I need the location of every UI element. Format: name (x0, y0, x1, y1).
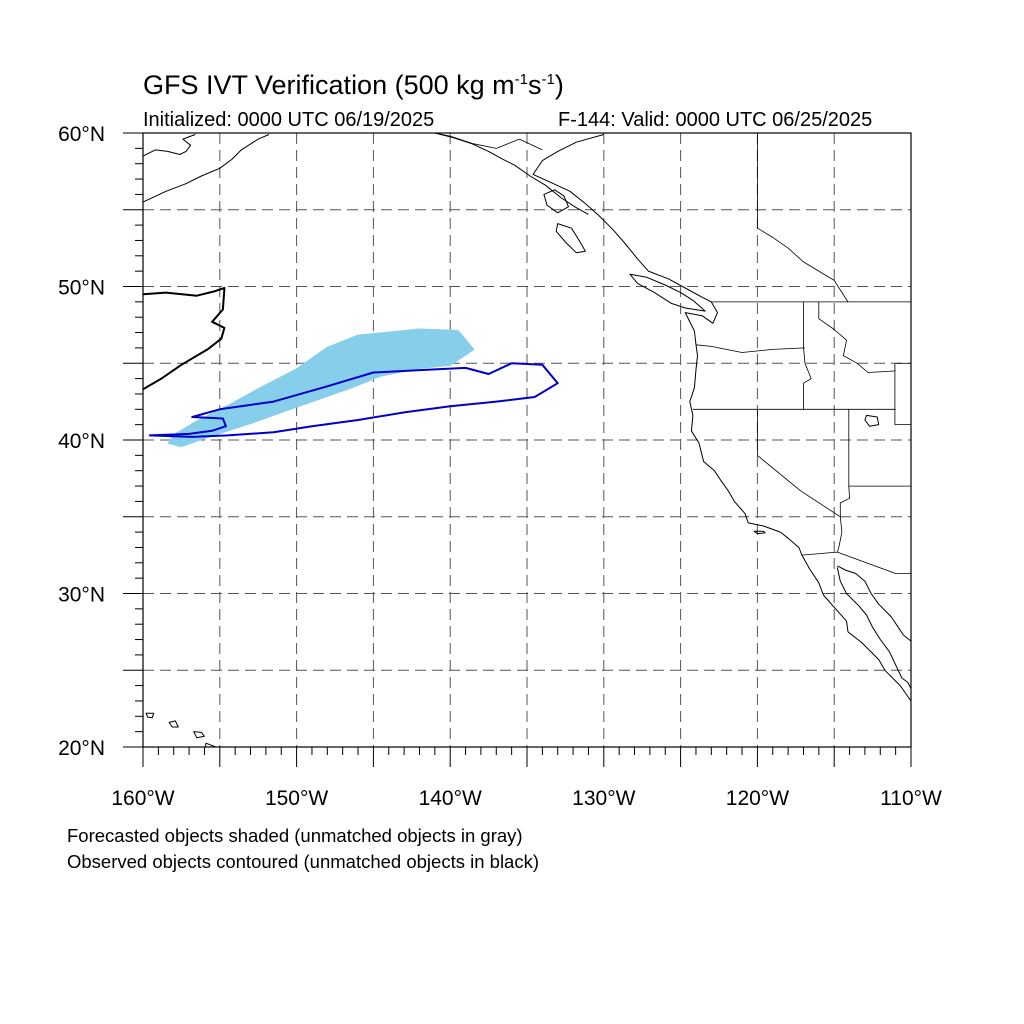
north-america-coastline (532, 134, 911, 702)
forecast-legend-note: Forecasted objects shaded (unmatched obj… (67, 825, 523, 846)
axis-ticks (123, 132, 912, 767)
lat-label: 20°N (58, 737, 105, 760)
prince-of-wales-island (543, 189, 569, 214)
hawaii-big-island (204, 742, 218, 747)
vancouver-island (629, 273, 706, 312)
us-mexico-border (801, 551, 911, 574)
observed-legend-note: Observed objects contoured (unmatched ob… (67, 851, 540, 872)
washington-oregon-border (695, 344, 806, 353)
california-nevada-border (757, 409, 841, 518)
coastlines (143, 133, 911, 747)
hawaii-maui (193, 731, 205, 739)
canada-yukon-border (434, 133, 543, 151)
valid-time: F-144: Valid: 0000 UTC 06/25/2025 (558, 109, 873, 131)
bc-alberta-border (757, 133, 849, 303)
great-salt-lake (864, 414, 880, 427)
lon-label: 120°W (726, 787, 789, 810)
lon-label: 160°W (111, 787, 174, 810)
lat-label: 60°N (58, 123, 105, 146)
california-arizona-border (836, 516, 843, 553)
unmatched-observed-contour (143, 287, 226, 391)
lon-label: 110°W (880, 787, 942, 810)
hawaii-oahu (168, 720, 179, 728)
gridlines (143, 133, 911, 747)
idaho-montana-border (818, 301, 896, 373)
baja-interior-coast (836, 567, 911, 690)
hawaii-kauai (145, 712, 155, 719)
alaska-coast (143, 134, 270, 203)
initialized-time: Initialized: 0000 UTC 06/19/2025 (143, 109, 435, 131)
lon-label: 150°W (265, 787, 328, 810)
axis-labels: 20°N 30°N 40°N 50°N 60°N 160°W 150°W 140°W 130°W… (58, 123, 942, 810)
lon-label: 130°W (572, 787, 635, 810)
nevada-utah-border (839, 409, 850, 517)
lat-label: 50°N (58, 277, 105, 300)
channel-islands (753, 530, 766, 535)
wyoming-west-border (894, 363, 911, 426)
lon-label: 140°W (419, 787, 482, 810)
alaska-inlet (143, 134, 196, 157)
idaho-west-border (803, 301, 812, 410)
map-title: GFS IVT Verification (500 kg m-1s-1) (143, 70, 564, 100)
haida-gwaii (555, 223, 586, 254)
lat-label: 40°N (58, 430, 105, 453)
observed-ivt-contour (149, 362, 559, 438)
ivt-objects (143, 287, 559, 448)
alaska-panhandle (434, 133, 589, 215)
gulf-of-california-coast (837, 565, 911, 643)
lat-label: 30°N (58, 584, 105, 607)
